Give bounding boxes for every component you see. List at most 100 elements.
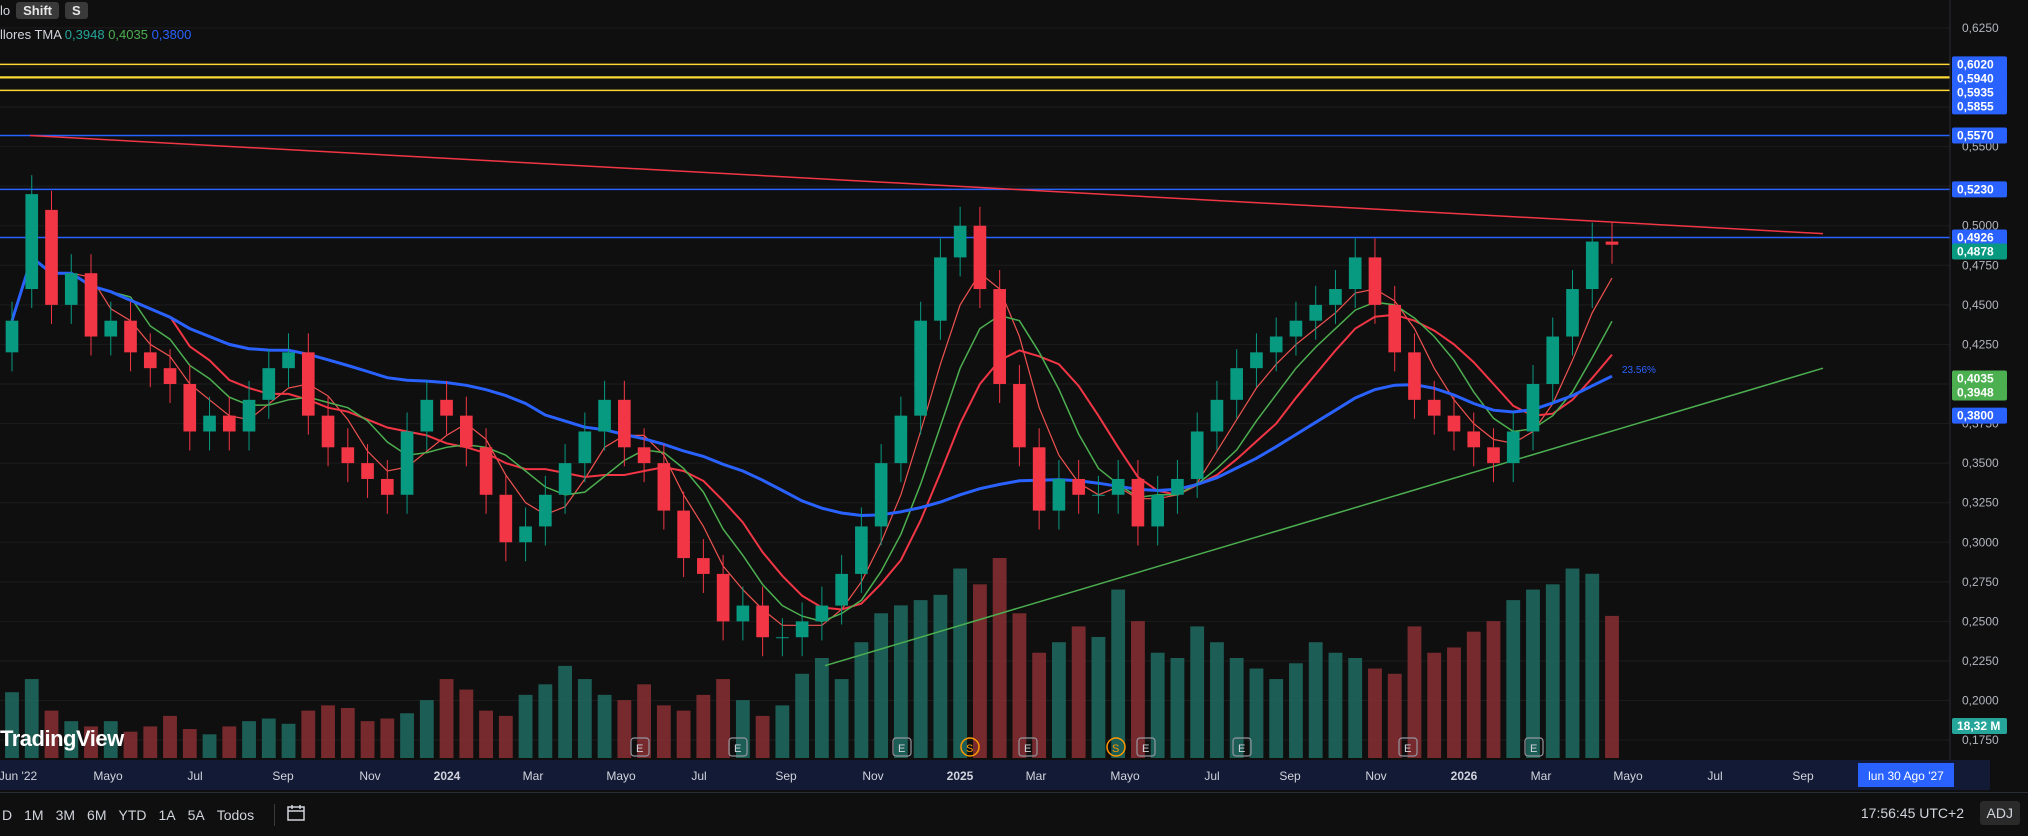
- candle-body: [539, 494, 552, 527]
- earnings-marker[interactable]: E: [1524, 737, 1544, 757]
- split-marker[interactable]: S: [960, 737, 980, 757]
- volume-bar: [577, 679, 592, 758]
- divider: [274, 803, 276, 826]
- candle-body: [400, 431, 414, 495]
- candle-body: [776, 637, 789, 639]
- legend-value-3: 0,3800: [151, 27, 192, 42]
- percent-annotation: 23.56%: [1622, 365, 1656, 376]
- volume-bar: [1486, 621, 1501, 758]
- candle-body: [1506, 431, 1520, 464]
- volume-bar: [1170, 658, 1185, 758]
- range-button[interactable]: YTD: [118, 806, 147, 823]
- split-marker[interactable]: S: [1106, 737, 1126, 757]
- candle-body: [1072, 478, 1085, 495]
- bottom-toolbar: D 1M 3M 6M YTD 1A 5A Todos 17:56:45 UTC+2 ADJ: [0, 792, 2028, 836]
- range-button[interactable]: 5A: [187, 806, 205, 823]
- candle-body: [460, 415, 473, 448]
- volume-bar: [459, 689, 474, 758]
- candle-body: [222, 415, 236, 432]
- volume-bar: [617, 700, 632, 758]
- volume-bar: [1328, 652, 1343, 758]
- time-label: Jul: [187, 769, 202, 783]
- range-button[interactable]: D: [2, 806, 13, 823]
- price-label: 0,3948: [1957, 385, 1994, 399]
- candle-body: [64, 273, 78, 305]
- volume-bar: [1387, 673, 1402, 758]
- volume-bar: [103, 721, 118, 758]
- range-button[interactable]: 3M: [55, 806, 76, 823]
- calendar-icon[interactable]: [285, 803, 307, 826]
- volume-bar: [84, 726, 98, 758]
- earnings-marker[interactable]: E: [728, 737, 748, 757]
- price-tick: 0,2500: [1962, 614, 1999, 628]
- volume-bar: [1190, 626, 1205, 758]
- candle-body: [1131, 478, 1145, 527]
- candles: [5, 175, 1619, 657]
- candle-body: [1427, 399, 1441, 416]
- candle-body: [558, 463, 572, 495]
- adj-button[interactable]: ADJ: [1979, 801, 2020, 825]
- price-tick: 0,1750: [1962, 733, 1999, 747]
- price-label: 0,5230: [1957, 182, 1994, 196]
- range-button[interactable]: 1M: [24, 806, 44, 823]
- candle-body: [5, 320, 19, 353]
- price-label-box: [1952, 407, 2007, 424]
- price-axis: 0,62500,60000,57500,55000,52500,50000,47…: [1949, 0, 2028, 760]
- volume-bar: [163, 715, 177, 758]
- volume-bar: [44, 710, 59, 758]
- range-button[interactable]: 6M: [87, 806, 107, 823]
- clock[interactable]: 17:56:45 UTC+2: [1860, 805, 1964, 821]
- price-label-box: [1952, 127, 2007, 144]
- volume-bar: [419, 700, 434, 758]
- volume-bar: [1071, 626, 1086, 758]
- candle-body: [143, 352, 157, 369]
- candle-body: [1388, 304, 1402, 353]
- volume-bar: [913, 600, 928, 758]
- price-label-box: [1952, 70, 2007, 87]
- volume-bar: [814, 658, 829, 758]
- volume-bar: [143, 726, 158, 758]
- candle-body: [657, 463, 671, 511]
- marker-label: E: [636, 743, 643, 755]
- range-button[interactable]: Todos: [216, 806, 255, 823]
- volume-bar: [1111, 589, 1126, 758]
- indicator-legend[interactable]: llores TMA 0,3948 0,4035 0,3800: [0, 27, 191, 42]
- price-tick: 0,5000: [1962, 219, 1999, 233]
- price-label-box: [1952, 243, 2007, 260]
- volume-bar: [321, 705, 335, 758]
- marker-box: [1524, 737, 1544, 757]
- volume-bar: [5, 692, 19, 758]
- volume-bar: [479, 710, 493, 758]
- candle-body: [736, 605, 750, 622]
- marker-label: E: [1404, 743, 1411, 755]
- volume-bar: [340, 708, 355, 758]
- candle-body: [1190, 431, 1204, 479]
- earnings-marker[interactable]: E: [892, 737, 912, 757]
- earnings-marker[interactable]: E: [1398, 737, 1418, 757]
- price-label: 0,5940: [1957, 71, 1994, 85]
- moving-average-line: [11, 255, 1613, 611]
- candle-body: [321, 415, 335, 448]
- price-label: 0,5855: [1957, 99, 1994, 113]
- volume-bar: [1032, 652, 1047, 758]
- earnings-marker[interactable]: E: [630, 737, 650, 757]
- candle-body: [1151, 494, 1164, 527]
- time-highlight-box: [1858, 763, 1954, 787]
- price-label: 0,3800: [1957, 409, 1994, 423]
- time-label: Mayo: [93, 769, 123, 783]
- moving-average-line: [11, 256, 1613, 623]
- volume-bar: [202, 734, 217, 758]
- range-button[interactable]: 1A: [158, 806, 176, 823]
- earnings-marker[interactable]: E: [1136, 737, 1156, 757]
- earnings-marker[interactable]: E: [1018, 737, 1038, 757]
- volume-bar: [1052, 642, 1066, 758]
- candle-body: [1487, 447, 1500, 464]
- volume-bars: [5, 558, 1619, 758]
- volume-bar: [123, 731, 138, 758]
- time-label: Mar: [523, 769, 544, 783]
- price-chart[interactable]: 23.56% E E E S E S E E E E 0,62500,60000,57500,55…: [0, 0, 2028, 760]
- time-axis[interactable]: Jun '22 Mayo Jul Sep Nov 2024 Mar Mayo Jul Sep Nov…: [0, 760, 1990, 790]
- earnings-marker[interactable]: E: [1232, 737, 1252, 757]
- marker-label: S: [966, 743, 973, 755]
- price-tick: 0,2000: [1962, 694, 1999, 708]
